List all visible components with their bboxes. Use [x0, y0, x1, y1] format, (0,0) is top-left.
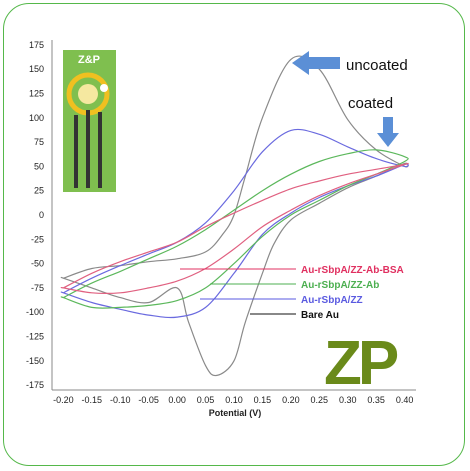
x-tick-label: 0.15 [254, 395, 272, 405]
legend: Au-rSbpA/ZZ-Ab-BSA Au-rSbpA/ZZ-Ab Au-rSbpA… [180, 265, 404, 321]
y-tick-label: -125 [26, 332, 44, 342]
x-tick-label: 0.25 [311, 395, 329, 405]
legend-label: Au-rSbpA/ZZ-Ab [301, 280, 379, 291]
uncoated-arrow-icon [292, 51, 340, 75]
series-line-au-rsbpa-zz-ab-bsa [60, 162, 409, 294]
rounded-frame [3, 3, 465, 466]
legend-label: Au-rSbpA/ZZ-Ab-BSA [301, 265, 404, 276]
uncoated-annotation: uncoated [292, 51, 408, 75]
y-tick-labels: 175 150 125 100 75 50 25 0 -25 -50 -75 -100 -125 -150… [26, 40, 44, 390]
inset-label: Z&P [78, 54, 100, 66]
x-tick-label: 0.30 [339, 395, 357, 405]
uncoated-label: uncoated [346, 57, 408, 74]
x-tick-labels: -0.20 -0.15 -0.10 -0.05 0.00 0.05 0.10 0.15 0.20… [53, 395, 413, 405]
zp-logo-text: ZP [324, 329, 398, 398]
x-tick-label: -0.20 [53, 395, 74, 405]
electrode-center [78, 84, 98, 104]
electrode-inset-image: Z&P [63, 50, 116, 192]
zp-logo: ZP [324, 329, 402, 398]
legend-label: Bare Au [301, 310, 339, 321]
y-tick-label: 100 [29, 113, 44, 123]
y-tick-label: -50 [31, 259, 44, 269]
y-tick-label: 50 [34, 161, 44, 171]
electrode-dot [100, 84, 108, 92]
coated-label: coated [348, 95, 393, 112]
y-tick-label: -75 [31, 283, 44, 293]
y-tick-label: 75 [34, 137, 44, 147]
axes [51, 40, 416, 391]
x-tick-label: 0.20 [282, 395, 300, 405]
y-tick-label: -175 [26, 380, 44, 390]
y-tick-label: -100 [26, 307, 44, 317]
x-tick-label: -0.10 [110, 395, 131, 405]
y-tick-label: 150 [29, 64, 44, 74]
x-tick-label: 0.35 [367, 395, 385, 405]
coated-arrow-icon [377, 117, 399, 147]
coated-annotation: coated [348, 95, 399, 147]
y-tick-label: -25 [31, 234, 44, 244]
x-axis-label: Potential (V) [209, 408, 262, 418]
y-tick-label: 0 [39, 210, 44, 220]
series-lines [60, 55, 409, 377]
y-tick-label: 175 [29, 40, 44, 50]
x-tick-label: -0.05 [138, 395, 159, 405]
x-tick-label: 0.10 [225, 395, 243, 405]
x-tick-label: 0.00 [168, 395, 186, 405]
x-tick-label: 0.40 [396, 395, 414, 405]
y-tick-label: 125 [29, 88, 44, 98]
legend-label: Au-rSbpA/ZZ [301, 295, 363, 306]
y-tick-label: 25 [34, 186, 44, 196]
series-line-au-rsbpa-zz-ab [60, 149, 409, 309]
y-tick-label: -150 [26, 356, 44, 366]
x-tick-label: 0.05 [197, 395, 215, 405]
x-tick-label: -0.15 [82, 395, 103, 405]
